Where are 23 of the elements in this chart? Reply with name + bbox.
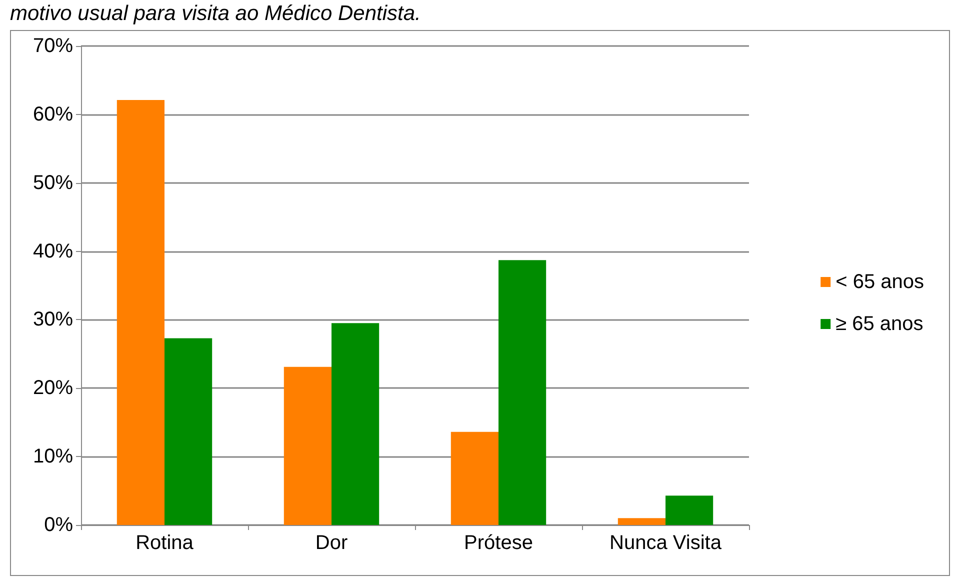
x-tick-label: Prótese (464, 532, 533, 554)
legend-label: < 65 anos (836, 271, 924, 293)
bar (618, 518, 666, 525)
y-tick-label: 70% (32, 35, 74, 57)
y-tick-label: 10% (32, 446, 74, 468)
bar (284, 366, 332, 525)
y-tick-label: 50% (32, 172, 74, 194)
y-tick-label: 20% (32, 377, 74, 400)
bar (116, 100, 164, 525)
bar (666, 496, 714, 525)
bar (450, 432, 498, 525)
bar (498, 260, 546, 525)
y-tick-label: 40% (32, 240, 74, 262)
x-tick-label: Nunca Visita (610, 532, 722, 554)
x-tick-label: Rotina (136, 532, 194, 554)
chart-title: motivo usual para visita ao Médico Dentista. (10, 2, 421, 26)
bar (164, 338, 212, 525)
y-tick-label: 30% (32, 308, 74, 331)
x-tick-label: Dor (315, 532, 348, 554)
bar (332, 323, 380, 525)
y-tick-label: 60% (32, 103, 74, 126)
legend-label: ≥ 65 anos (836, 313, 924, 335)
y-tick-label: 0% (44, 514, 74, 536)
